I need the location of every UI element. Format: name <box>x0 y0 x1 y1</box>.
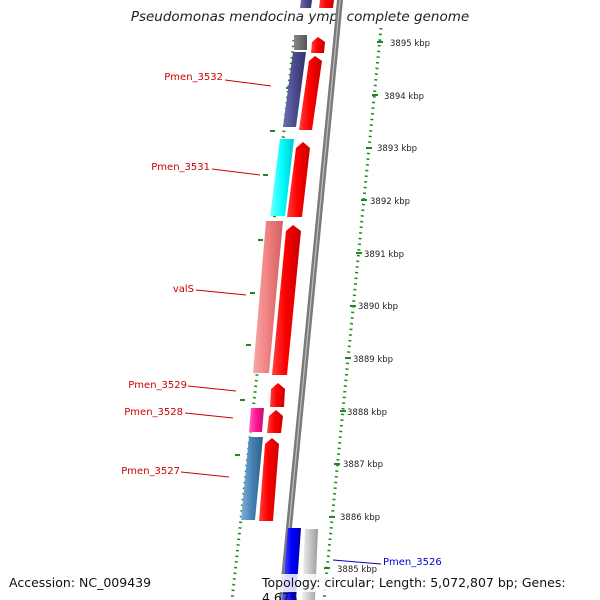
gene-arrow-pmen-3527 <box>259 438 279 521</box>
cog-block-pmen-3531 <box>270 139 294 216</box>
scale-labels: 3895 kbp 3894 kbp 3893 kbp 3892 kbp 3891… <box>337 39 430 575</box>
scale-label: 3892 kbp <box>370 197 410 207</box>
gene-label-vals[interactable]: valS <box>173 284 194 295</box>
scale-label: 3894 kbp <box>384 92 424 102</box>
scale-label: 3893 kbp <box>377 144 417 154</box>
gene-arrow-vals <box>272 225 301 375</box>
cog-block-pmen-3527 <box>241 437 263 520</box>
cog-block-vals <box>253 221 283 373</box>
topology-text: Topology: circular; Length: 5,072,807 bp… <box>262 575 566 600</box>
gene-arrow-pmen-3528 <box>267 410 283 433</box>
gene-arrow-top-partial <box>319 0 334 8</box>
cog-block-small-grey <box>294 35 307 50</box>
gene-label-pmen-3532[interactable]: Pmen_3532 <box>164 72 223 83</box>
cog-block-top-partial <box>300 0 312 8</box>
gene-label-pmen-3528[interactable]: Pmen_3528 <box>124 407 183 418</box>
scale-label: 3885 kbp <box>337 565 377 575</box>
gene-arrow-1 <box>311 37 325 53</box>
gene-label-pmen-3529[interactable]: Pmen_3529 <box>128 380 187 391</box>
scale-label: 3895 kbp <box>390 39 430 49</box>
scale-label: 3886 kbp <box>340 513 380 523</box>
label-leaders <box>180 79 382 565</box>
gene-label-pmen-3527[interactable]: Pmen_3527 <box>121 466 180 477</box>
scale-ring-outer <box>322 27 383 600</box>
map-title: Pseudomonas mendocina ymp, complete geno… <box>130 9 470 25</box>
gene-arrow-pmen-3532 <box>299 56 322 130</box>
gene-arrow-pmen-3529 <box>270 383 285 407</box>
inner-ticks <box>235 87 291 456</box>
gene-label-pmen-3526[interactable]: Pmen_3526 <box>383 557 442 568</box>
gene-labels: Pmen_3532 Pmen_3531 valS Pmen_3529 Pmen_… <box>121 72 441 568</box>
scale-label: 3888 kbp <box>347 408 387 418</box>
cog-block-pmen-3532 <box>283 52 306 127</box>
gene-arrow-pmen-3531 <box>287 142 310 217</box>
cog-block-pmen-3528 <box>249 408 264 432</box>
scale-label: 3890 kbp <box>358 302 398 312</box>
scale-ticks <box>324 41 383 569</box>
gene-label-pmen-3531[interactable]: Pmen_3531 <box>151 162 210 173</box>
scale-label: 3887 kbp <box>343 460 383 470</box>
accession-text: Accession: NC_009439 <box>9 575 152 590</box>
gene-arrows <box>259 37 325 521</box>
scale-label: 3891 kbp <box>364 250 404 260</box>
scale-label: 3889 kbp <box>353 355 393 365</box>
